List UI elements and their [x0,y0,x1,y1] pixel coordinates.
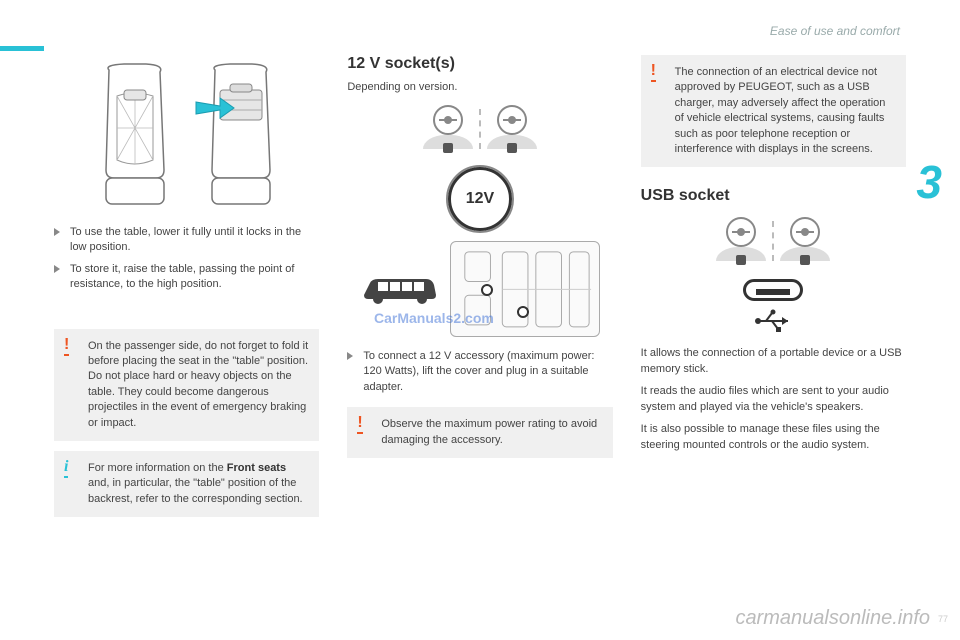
column-3: The connection of an electrical device n… [641,55,906,600]
warning-box-power-rating: Observe the maximum power rating to avoi… [347,407,612,458]
seatback-table-illustration [54,55,319,215]
usb-paragraph: It reads the audio files which are sent … [641,384,906,416]
warning-box-table: On the passenger side, do not forget to … [54,329,319,441]
accent-bar [0,46,44,51]
warning-text: Observe the maximum power rating to avoi… [381,418,597,445]
warning-text: On the passenger side, do not forget to … [88,340,308,429]
usb-paragraph: It allows the connection of a portable d… [641,346,906,378]
page-number: 77 [938,614,948,624]
info-text-prefix: For more information on the [88,462,227,474]
car-silhouette-icon [360,271,440,307]
list-item: To connect a 12 V accessory (maximum pow… [347,349,612,395]
info-text-bold: Front seats [227,462,286,474]
warning-box-electrical-device: The connection of an electrical device n… [641,55,906,167]
table-usage-list: To use the table, lower it fully until i… [54,225,319,293]
column-1: To use the table, lower it fully until i… [54,55,319,600]
usb-port-icon [743,279,803,301]
dashboard-cluster-12v [347,101,612,157]
info-box-front-seats: For more information on the Front seats … [54,451,319,517]
steering-wheel-left-icon [716,217,766,265]
usb-paragraph: It is also possible to manage these file… [641,422,906,454]
usb-symbol-icon [641,307,906,338]
vehicle-floorplan-illustration [347,239,612,339]
subtitle-12v: Depending on version. [347,81,612,93]
divider-icon [772,221,774,261]
chapter-number: 3 [916,155,942,209]
socket-12v-label: 12V [466,190,494,208]
seat-diagram-right [190,60,290,210]
floorplan-icon [450,241,600,337]
steering-wheel-left-icon [423,105,473,153]
heading-usb: USB socket [641,187,906,205]
warning-text: The connection of an electrical device n… [675,66,886,155]
seat-diagram-left [84,60,184,210]
socket-12v-icon: 12V [448,167,512,231]
steering-wheel-right-icon [780,217,830,265]
content-columns: To use the table, lower it fully until i… [54,55,906,600]
section-header: Ease of use and comfort [770,24,900,38]
watermark-footer: carmanualsonline.info [735,607,930,630]
dashboard-cluster-usb [641,213,906,269]
info-text-suffix: and, in particular, the "table" position… [88,477,303,504]
divider-icon [479,109,481,149]
list-item: To store it, raise the table, passing th… [54,262,319,293]
steering-wheel-right-icon [487,105,537,153]
connect-12v-list: To connect a 12 V accessory (maximum pow… [347,349,612,395]
heading-12v: 12 V socket(s) [347,55,612,73]
column-2: 12 V socket(s) Depending on version. 12V [347,55,612,600]
list-item: To use the table, lower it fully until i… [54,225,319,256]
